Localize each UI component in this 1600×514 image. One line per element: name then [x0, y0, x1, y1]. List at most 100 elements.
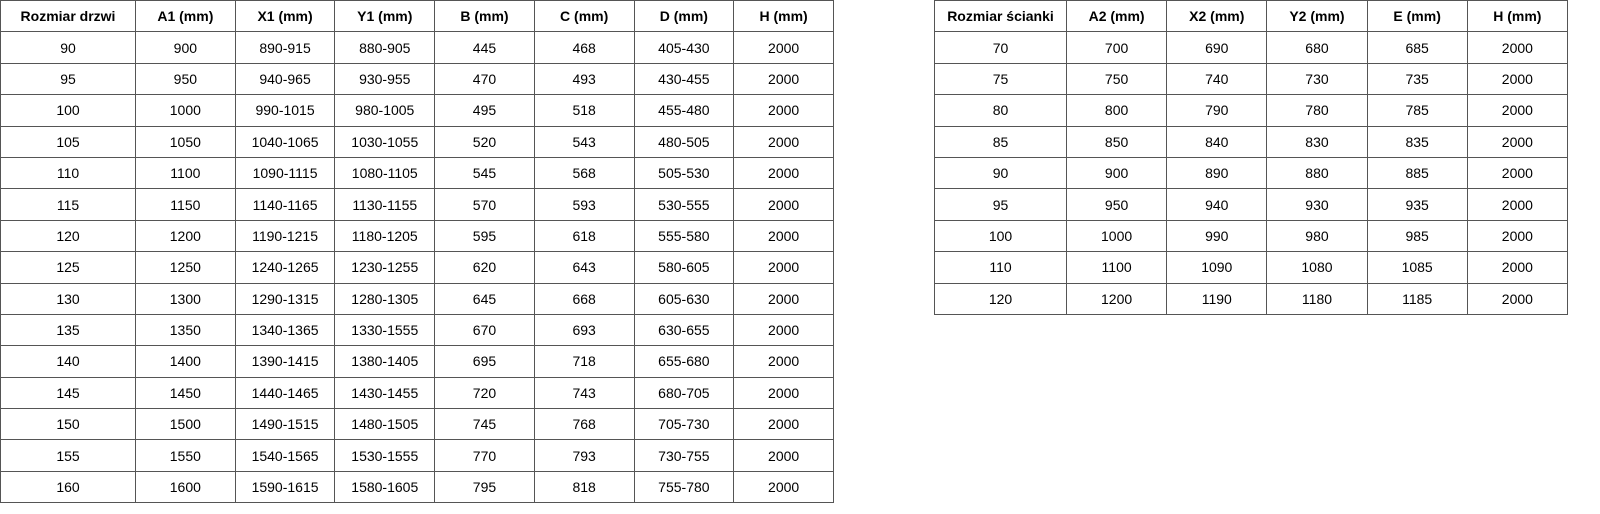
table-cell: 90 [934, 156, 1067, 190]
table-row: 155 1550 1540-1565 1530-1555 770 793 730-755 20… [0, 439, 834, 472]
table-cell: 2000 [733, 313, 834, 347]
table-cell: 1530-1555 [334, 439, 436, 472]
table-cell: 2000 [733, 345, 834, 378]
table-cell: 2000 [1466, 125, 1569, 158]
table-cell: 580-605 [633, 251, 735, 284]
table-cell: 620 [434, 251, 535, 284]
table-cell: 2000 [733, 188, 834, 221]
table-cell: 850 [1065, 125, 1168, 158]
table-cell: 80 [934, 94, 1067, 127]
table-cell: 1450 [135, 376, 236, 410]
table-cell: 668 [533, 282, 635, 315]
table-cell: 1330-1555 [334, 313, 436, 347]
table-cell: 740 [1166, 62, 1268, 96]
table-cell: 95 [934, 188, 1067, 221]
table-cell: 700 [1065, 31, 1168, 64]
table-cell: 950 [135, 62, 236, 96]
table-cell: 470 [434, 62, 535, 96]
table-cell: 1190 [1166, 282, 1268, 315]
table-cell: 1350 [135, 313, 236, 347]
table-cell: 605-630 [633, 282, 735, 315]
header-row: Rozmiar ścianki A2 (mm) X2 (mm) Y2 (mm) E (m… [934, 0, 1569, 33]
table-cell: 800 [1065, 94, 1168, 127]
table-cell: 720 [434, 376, 535, 410]
table-cell: 1240-1265 [234, 251, 336, 284]
table-cell: 85 [934, 125, 1067, 158]
table-cell: 1540-1565 [234, 439, 336, 472]
table-cell: 455-480 [633, 94, 735, 127]
table-cell: 990 [1166, 219, 1268, 253]
table-cell: 685 [1366, 31, 1468, 64]
table-cell: 120 [934, 282, 1067, 315]
table-cell: 1250 [135, 251, 236, 284]
table-row: 80 800 790 780 785 2000 [934, 94, 1569, 127]
table-row: 70 700 690 680 685 2000 [934, 31, 1569, 64]
table-cell: 2000 [733, 439, 834, 472]
table-row: 160 1600 1590-1615 1580-1605 795 818 755-780 20… [0, 470, 834, 504]
table-row: 140 1400 1390-1415 1380-1405 695 718 655-680 20… [0, 345, 834, 378]
table-cell: 1090 [1166, 251, 1268, 284]
table-cell: 530-555 [633, 188, 735, 221]
table-row: 120 1200 1190-1215 1180-1205 595 618 555-580 20… [0, 219, 834, 253]
table-cell: 150 [0, 408, 136, 441]
table-cell: 680 [1266, 31, 1368, 64]
table-cell: 1600 [135, 470, 236, 504]
table-cell: 105 [0, 125, 136, 158]
table-cell: 630-655 [633, 313, 735, 347]
table-row: 100 1000 990 980 985 2000 [934, 219, 1569, 253]
table-cell: 1390-1415 [234, 345, 336, 378]
table-row: 145 1450 1440-1465 1430-1455 720 743 680-705 20… [0, 376, 834, 410]
table-cell: 160 [0, 470, 136, 504]
table-cell: 785 [1366, 94, 1468, 127]
table-cell: 735 [1366, 62, 1468, 96]
table-row: 85 850 840 830 835 2000 [934, 125, 1569, 158]
table-cell: 1490-1515 [234, 408, 336, 441]
table-cell: 618 [533, 219, 635, 253]
table-cell: 980 [1266, 219, 1368, 253]
table-cell: 468 [533, 31, 635, 64]
table-cell: 1230-1255 [334, 251, 436, 284]
table-row: 120 1200 1190 1180 1185 2000 [934, 282, 1569, 315]
table-row: 95 950 940-965 930-955 470 493 430-455 2000 [0, 62, 834, 96]
table-cell: 2000 [1466, 251, 1569, 284]
table-cell: 730 [1266, 62, 1368, 96]
table-cell: 518 [533, 94, 635, 127]
table-cell: 1185 [1366, 282, 1468, 315]
table-cell: 1340-1365 [234, 313, 336, 347]
table-cell: 445 [434, 31, 535, 64]
table-cell: 980-1005 [334, 94, 436, 127]
table-cell: 125 [0, 251, 136, 284]
table-row: 95 950 940 930 935 2000 [934, 188, 1569, 221]
table-cell: 1430-1455 [334, 376, 436, 410]
table-row: 150 1500 1490-1515 1480-1505 745 768 705-730 20… [0, 408, 834, 441]
table-cell: 1400 [135, 345, 236, 378]
table-row: 110 1100 1090-1115 1080-1105 545 568 505-530 20… [0, 156, 834, 190]
table-cell: 880 [1266, 156, 1368, 190]
table-cell: 690 [1166, 31, 1268, 64]
column-header: C (mm) [533, 0, 635, 33]
header-row: Rozmiar drzwi A1 (mm) X1 (mm) Y1 (mm) B (mm)… [0, 0, 834, 33]
column-header: X1 (mm) [234, 0, 336, 33]
table-cell: 1090-1115 [234, 156, 336, 190]
table-cell: 835 [1366, 125, 1468, 158]
table-cell: 595 [434, 219, 535, 253]
table-cell: 930 [1266, 188, 1368, 221]
table-cell: 985 [1366, 219, 1468, 253]
table-cell: 493 [533, 62, 635, 96]
table-cell: 1030-1055 [334, 125, 436, 158]
table-cell: 520 [434, 125, 535, 158]
column-header: Y2 (mm) [1266, 0, 1368, 33]
table-cell: 705-730 [633, 408, 735, 441]
table-cell: 780 [1266, 94, 1368, 127]
table-cell: 830 [1266, 125, 1368, 158]
table-cell: 430-455 [633, 62, 735, 96]
table-cell: 990-1015 [234, 94, 336, 127]
table-cell: 140 [0, 345, 136, 378]
table-cell: 2000 [733, 282, 834, 315]
column-header: H (mm) [1466, 0, 1569, 33]
table-cell: 405-430 [633, 31, 735, 64]
table-cell: 2000 [1466, 94, 1569, 127]
table-row: 135 1350 1340-1365 1330-1555 670 693 630-655 20… [0, 313, 834, 347]
table-row: 100 1000 990-1015 980-1005 495 518 455-480 2000 [0, 94, 834, 127]
table-cell: 110 [934, 251, 1067, 284]
